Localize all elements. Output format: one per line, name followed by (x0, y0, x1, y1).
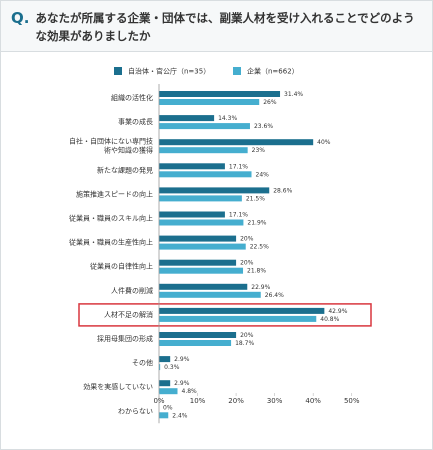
bar (159, 123, 250, 130)
bar (159, 364, 161, 371)
bar (159, 147, 248, 154)
category-label: 施策推進スピードの向上 (76, 189, 153, 198)
value-label: 23.6% (254, 123, 273, 130)
x-tick-label: 30% (267, 397, 283, 405)
bar (159, 139, 314, 146)
bar (159, 91, 281, 97)
bar (159, 267, 244, 274)
value-label: 23% (252, 147, 266, 154)
value-label: 17.1% (229, 212, 248, 219)
question: あなたが所属する企業・団体では、副業人材を受け入れることでどのような効果がありま… (35, 11, 415, 43)
bar (159, 412, 169, 419)
value-label: 42.9% (328, 308, 347, 315)
value-label: 21.5% (246, 195, 265, 202)
category-label: 従業員の自律性向上 (90, 262, 153, 271)
value-label: 24% (256, 171, 270, 178)
bar (159, 291, 261, 298)
value-label: 40% (317, 139, 331, 146)
value-label: 0% (163, 404, 173, 411)
highlight-box (78, 303, 372, 327)
bar (159, 283, 248, 290)
bar (159, 243, 246, 250)
category-label: 採用母集団の形成 (97, 334, 153, 343)
chart: 自治体・官公庁（n=35） 企業（n=662） 組織の活性化 31.4% 26% 事業の成… (69, 67, 372, 424)
category-label: 人件費の削減 (111, 286, 153, 295)
bar (159, 315, 317, 322)
bar (159, 388, 178, 395)
value-label: 21.9% (247, 220, 266, 227)
bar (159, 259, 237, 266)
category-label: 自社・自団体にない専門技術や知識の獲得 (69, 137, 153, 155)
bar (159, 171, 252, 178)
bar (159, 187, 270, 194)
x-tick-label: 10% (190, 397, 206, 405)
value-label: 0.3% (164, 364, 180, 371)
value-label: 22.9% (251, 284, 270, 291)
value-label: 26.4% (265, 292, 284, 299)
value-label: 20% (240, 332, 254, 339)
value-label: 4.8% (182, 388, 198, 395)
value-label: 2.9% (174, 380, 190, 387)
value-label: 40.8% (320, 316, 339, 323)
value-label: 22.5% (250, 244, 269, 251)
value-label: 26% (263, 99, 277, 106)
q-badge: Q. (11, 9, 30, 27)
bar (159, 380, 171, 387)
value-label: 2.9% (174, 356, 190, 363)
value-label: 17.1% (229, 163, 248, 170)
category-label: 効果を実感していない (83, 382, 153, 391)
legend-label: 自治体・官公庁（n=35） (128, 67, 210, 76)
value-label: 20% (240, 260, 254, 267)
bar (159, 211, 225, 218)
value-label: 28.6% (273, 187, 292, 194)
bar (159, 99, 260, 105)
category-label: 従業員・職員のスキル向上 (69, 214, 153, 223)
legend-label: 企業（n=662） (247, 67, 299, 76)
value-label: 2.4% (172, 412, 188, 419)
category-label: その他 (132, 358, 153, 367)
bar (159, 356, 171, 363)
bar (159, 163, 225, 170)
category-label: わからない (118, 407, 153, 415)
x-tick-label: 50% (344, 397, 360, 405)
bar (159, 307, 325, 314)
value-label: 31.4% (284, 91, 303, 98)
category-label: 人材不足の解消 (104, 310, 153, 319)
value-label: 14.3% (218, 115, 237, 122)
x-tick-label: 40% (305, 397, 321, 405)
category-label: 事業の成長 (118, 117, 153, 126)
bar (159, 115, 215, 122)
bar (159, 219, 244, 226)
value-label: 20% (240, 236, 254, 243)
bar (159, 332, 237, 338)
category-label: 従業員・職員の生産性向上 (69, 238, 153, 247)
bar (159, 235, 237, 242)
x-tick-label: 20% (228, 397, 244, 405)
value-label: 21.8% (247, 268, 266, 275)
category-label: 組織の活性化 (111, 93, 153, 102)
x-tick-label: 0% (153, 397, 164, 405)
bar (159, 340, 232, 346)
bar (159, 195, 242, 202)
category-label: 新たな課題の発見 (97, 165, 153, 174)
header: Q. あなたが所属する企業・団体では、副業人材を受け入れることでどのような効果が… (1, 1, 432, 52)
value-label: 18.7% (235, 340, 254, 347)
legend-swatch (233, 67, 241, 75)
legend-swatch (114, 67, 122, 75)
